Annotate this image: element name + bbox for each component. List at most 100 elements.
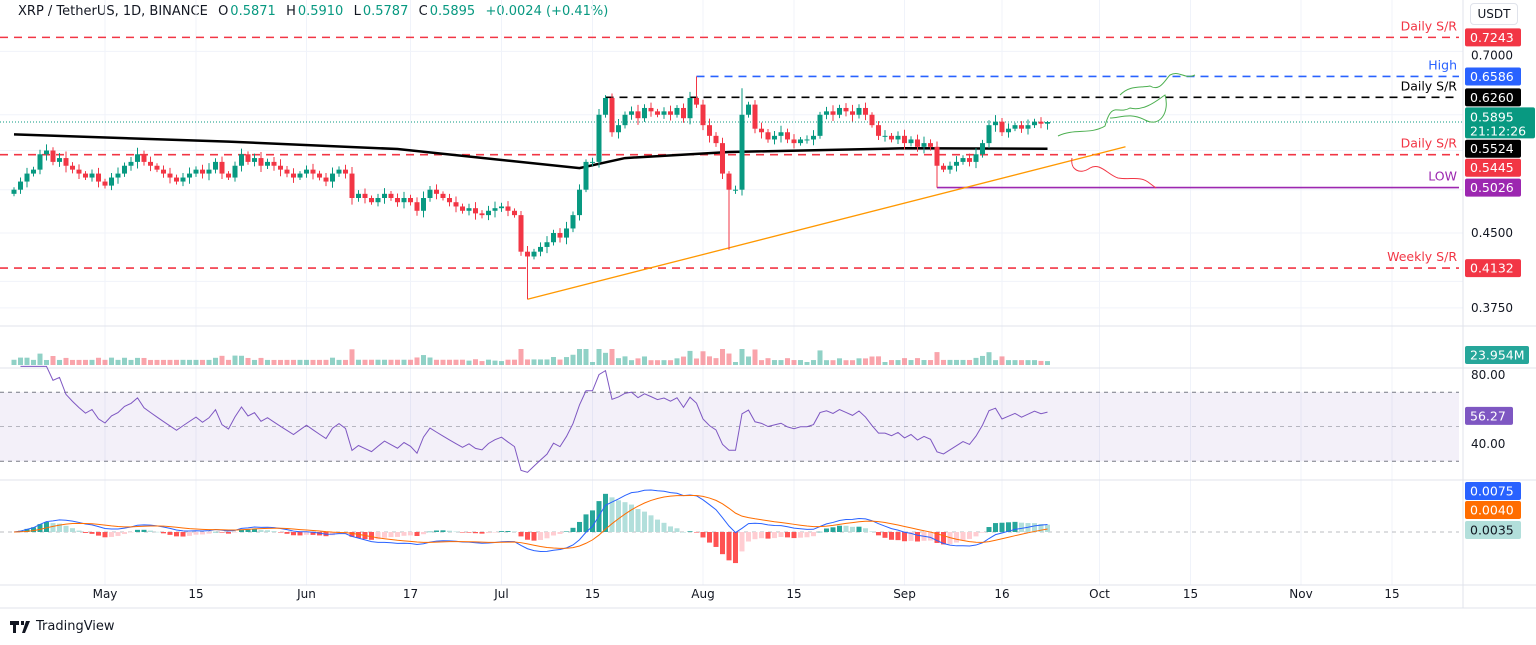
candle-body (369, 198, 374, 203)
volume-bar (967, 359, 972, 365)
level-badge-bg (1465, 158, 1521, 177)
candle-body (96, 173, 101, 182)
histogram-value-badge-bg (1465, 521, 1521, 539)
candle-body (317, 173, 322, 178)
candle-body (551, 233, 556, 243)
volume-bar (395, 359, 400, 365)
forecast-paths (1057, 73, 1196, 189)
macd-histogram-bar (330, 532, 335, 536)
rsi-value-badge: 56.27 (1470, 408, 1506, 423)
x-tick-label: 15 (585, 587, 600, 601)
volume-value-badge: 23.954M (1470, 348, 1525, 363)
candle-body (811, 135, 816, 140)
volume-bar (167, 359, 173, 365)
macd-histogram-bar (369, 532, 374, 540)
currency-button[interactable]: USDT (1470, 3, 1518, 25)
macd-group (0, 489, 1459, 564)
volume-bar (986, 352, 992, 365)
rsi-line (20, 365, 1048, 473)
volume-bar (57, 359, 62, 365)
candle-body (791, 139, 797, 144)
rsi-tick-label: 40.00 (1471, 437, 1505, 451)
volume-bar (668, 360, 673, 365)
macd-histogram-bar (1012, 521, 1018, 532)
macd-histogram-bar (499, 531, 504, 532)
candle-body (401, 198, 407, 203)
macd-histogram-bar (830, 527, 836, 532)
macd-histogram-bar (798, 532, 803, 538)
candle-body (486, 210, 491, 216)
volume-bar (96, 357, 101, 365)
volume-bar (154, 359, 160, 365)
macd-histogram-bar (642, 511, 647, 532)
macd-histogram-bar (694, 532, 699, 533)
volume-bar (349, 349, 355, 365)
candle-body (135, 154, 140, 162)
volume-bar (590, 362, 595, 365)
signal-value-badge-bg (1465, 501, 1521, 519)
volume-bars (11, 349, 1050, 365)
volume-bar (193, 359, 199, 365)
macd-histogram-bar (427, 531, 433, 533)
tradingview-logo[interactable]: TradingView (10, 619, 115, 634)
macd-histogram-bar (681, 531, 686, 533)
candle-body (765, 132, 771, 140)
macd-histogram-bar (141, 529, 147, 532)
volume-bar (609, 349, 615, 365)
macd-histogram-bar (648, 515, 654, 532)
candle-body (752, 104, 758, 129)
volume-bar (408, 359, 413, 365)
volume-bar (694, 358, 699, 365)
volume-bar (570, 354, 576, 365)
candle-body (271, 161, 277, 166)
macd-histogram-bar (707, 532, 712, 543)
candle-body (577, 189, 582, 216)
volume-bar (24, 357, 30, 365)
macd-histogram-bar (271, 531, 277, 532)
volume-bar (1025, 360, 1031, 365)
macd-histogram-bar (492, 532, 498, 533)
volume-bar (401, 359, 407, 365)
candle-body (915, 139, 920, 147)
macd-histogram-bar (284, 532, 290, 534)
macd-histogram-bar (258, 530, 264, 532)
macd-histogram-bar (954, 532, 959, 543)
candle-body (973, 154, 979, 162)
candle-body (304, 169, 309, 174)
volume-bar (993, 360, 998, 365)
candle-body (798, 139, 803, 144)
x-tick-label: May (93, 587, 118, 601)
level-badge-bg (1465, 178, 1521, 197)
volume-bar (544, 359, 550, 365)
volume-bar (538, 359, 543, 365)
macd-histogram-bar (57, 523, 62, 532)
volume-bar (226, 359, 231, 365)
volume-bar (856, 358, 862, 365)
volume-bar (889, 360, 894, 365)
candle-body (206, 169, 212, 174)
candles (11, 76, 1050, 300)
macd-histogram-bar (752, 532, 758, 540)
macd-histogram-bar (590, 510, 595, 532)
volume-bar (518, 349, 524, 365)
macd-histogram-bar (388, 532, 394, 538)
volume-bar (245, 357, 251, 365)
candle-body (226, 173, 231, 178)
x-tick-label: Jul (493, 587, 508, 601)
candle-body (382, 193, 387, 199)
volume-bar (739, 349, 745, 365)
volume-bar (733, 362, 738, 365)
level-badge-bg (1465, 67, 1521, 86)
volume-bar (999, 356, 1005, 365)
macd-value-badge: 0.0075 (1470, 484, 1514, 499)
macd-histogram-bar (226, 532, 231, 534)
rsi-line-group (20, 365, 1048, 473)
candle-body (590, 161, 595, 163)
macd-histogram-bar (265, 530, 270, 532)
volume-bar (674, 358, 680, 365)
macd-histogram-bar (466, 532, 472, 533)
macd-histogram-bar (603, 493, 608, 532)
candle-body (603, 97, 608, 115)
